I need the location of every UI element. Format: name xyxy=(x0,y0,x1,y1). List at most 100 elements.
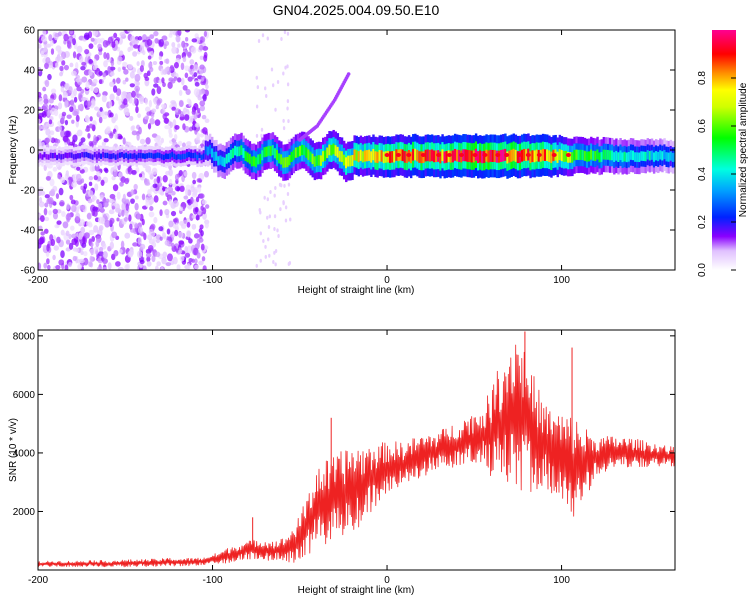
noise-speckle xyxy=(122,61,128,68)
band-cell xyxy=(577,149,580,161)
noise-speckle xyxy=(199,105,205,112)
band-cell xyxy=(659,150,662,160)
noise-speckle xyxy=(130,198,135,204)
figure-title: GN04.2025.004.09.50.E10 xyxy=(273,2,440,18)
band-cell xyxy=(123,153,126,159)
noise-speckle xyxy=(270,67,274,72)
band-cell xyxy=(334,145,337,156)
noise-speckle xyxy=(154,251,161,258)
x-tick-label: -200 xyxy=(28,575,48,586)
band-cell xyxy=(374,151,377,163)
noise-speckle xyxy=(96,199,100,205)
noise-speckle xyxy=(146,261,152,267)
noise-speckle xyxy=(153,83,159,88)
noise-speckle xyxy=(268,214,272,219)
band-peak xyxy=(551,153,557,157)
band-cell xyxy=(531,150,534,163)
band-cell xyxy=(192,152,195,159)
band-cell xyxy=(83,152,86,158)
noise-speckle xyxy=(199,224,204,230)
band-cell xyxy=(229,149,233,160)
noise-speckle xyxy=(182,123,186,131)
noise-speckle xyxy=(88,43,94,49)
noise-speckle xyxy=(147,55,152,60)
noise-speckle xyxy=(113,32,118,39)
noise-speckle xyxy=(286,31,290,36)
y-tick-label: 20 xyxy=(24,106,36,117)
noise-speckle xyxy=(80,96,87,102)
noise-speckle xyxy=(110,60,115,67)
band-cell xyxy=(280,154,283,165)
band-cell xyxy=(129,153,132,159)
band-cell xyxy=(311,153,314,165)
noise-speckle xyxy=(277,233,280,238)
band-cell xyxy=(428,149,432,162)
noise-speckle xyxy=(98,224,104,231)
noise-speckle xyxy=(186,141,192,146)
noise-speckle xyxy=(191,223,197,230)
noise-speckle xyxy=(90,37,95,42)
band-cell xyxy=(573,150,576,161)
noise-speckle xyxy=(73,88,77,97)
noise-speckle xyxy=(262,238,265,243)
band-cell xyxy=(79,153,82,159)
band-cell xyxy=(169,153,172,159)
band-cell xyxy=(403,151,407,163)
noise-speckle xyxy=(156,140,163,146)
noise-speckle xyxy=(122,65,126,71)
noise-speckle xyxy=(181,77,185,86)
noise-speckle xyxy=(64,264,69,270)
noise-speckle xyxy=(98,250,104,257)
noise-speckle xyxy=(256,85,260,90)
noise-speckle xyxy=(166,228,171,235)
noise-speckle xyxy=(72,110,79,116)
noise-speckle xyxy=(69,30,74,35)
band-cell xyxy=(359,149,363,161)
noise-speckle xyxy=(280,37,283,42)
noise-speckle xyxy=(150,231,156,237)
noise-speckle xyxy=(170,242,175,248)
noise-speckle xyxy=(117,66,122,73)
chirp-mark xyxy=(346,72,351,76)
noise-speckle xyxy=(56,220,62,225)
noise-speckle xyxy=(40,215,45,223)
band-cell xyxy=(133,153,136,159)
band-cell xyxy=(120,152,124,158)
noise-speckle xyxy=(280,183,283,188)
band-cell xyxy=(380,150,384,162)
band-cell xyxy=(38,154,40,160)
noise-speckle xyxy=(43,262,48,269)
noise-speckle xyxy=(124,177,129,185)
noise-speckle xyxy=(169,64,174,71)
noise-speckle xyxy=(109,217,115,225)
noise-speckle xyxy=(148,201,153,206)
noise-speckle xyxy=(122,193,126,202)
noise-speckle xyxy=(68,261,73,268)
noise-speckle xyxy=(283,30,287,35)
band-cell xyxy=(353,149,356,161)
noise-speckle xyxy=(89,248,96,255)
noise-speckle xyxy=(118,135,123,140)
noise-speckle xyxy=(139,65,144,73)
noise-speckle xyxy=(38,186,44,192)
noise-speckle xyxy=(52,212,59,220)
noise-speckle xyxy=(93,87,99,94)
noise-speckle xyxy=(60,85,65,93)
noise-speckle xyxy=(184,65,190,72)
band-cell xyxy=(523,148,526,161)
noise-speckle xyxy=(44,62,49,70)
band-cell xyxy=(72,154,76,160)
band-cell xyxy=(416,149,419,162)
noise-speckle xyxy=(93,174,98,181)
noise-speckle xyxy=(164,124,170,130)
noise-speckle xyxy=(164,239,170,246)
noise-speckle xyxy=(104,111,108,116)
noise-speckle xyxy=(164,67,168,75)
band-cell xyxy=(393,150,396,163)
noise-speckle xyxy=(194,122,200,128)
noise-speckle xyxy=(94,246,99,251)
band-cell xyxy=(242,148,245,158)
noise-speckle xyxy=(85,81,90,90)
noise-speckle xyxy=(168,220,174,228)
noise-speckle xyxy=(38,118,41,124)
